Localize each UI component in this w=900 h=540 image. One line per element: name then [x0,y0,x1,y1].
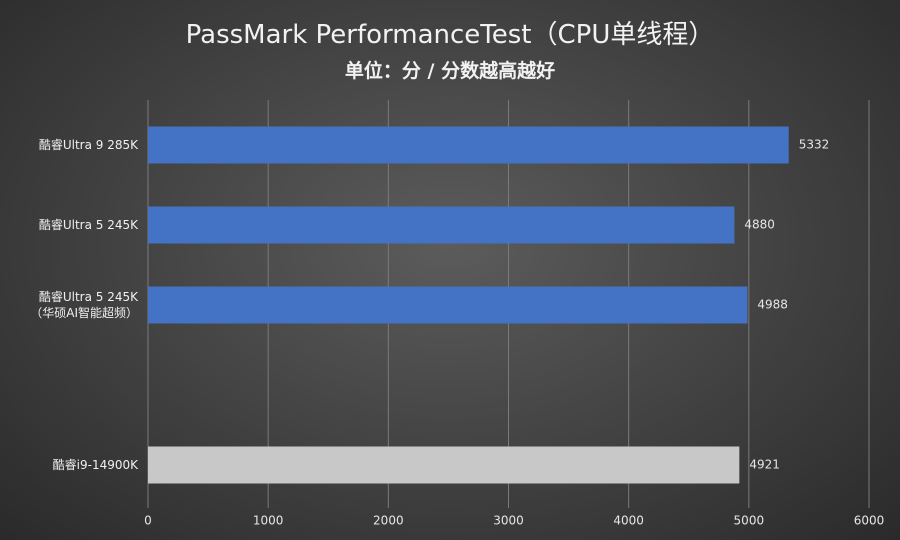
x-tick-label: 6000 [854,514,885,528]
y-tick-label: 酷睿Ultra 5 245K [38,218,138,232]
bar [148,126,789,164]
bar [148,446,740,484]
x-tick-label: 2000 [373,514,404,528]
value-label: 5332 [799,138,830,152]
value-label: 4921 [749,458,780,472]
x-tick-label: 0 [144,514,152,528]
bar [148,206,735,244]
x-tick-label: 4000 [613,514,644,528]
value-label: 4880 [744,218,775,232]
value-label: 4988 [757,298,788,312]
y-tick-label: 酷睿i9-14900K [52,458,138,472]
y-tick-label: 酷睿Ultra 9 285K [38,138,138,152]
bar [148,286,748,324]
x-tick-label: 3000 [493,514,524,528]
chart-title: PassMark PerformanceTest（CPU单线程） [185,20,715,50]
y-tick-label: 酷睿Ultra 5 245K （华硕AI智能超频） [30,290,138,320]
x-tick-label: 5000 [734,514,765,528]
x-tick-label: 1000 [253,514,284,528]
chart-subtitle: 单位：分 / 分数越高越好 [344,60,556,82]
